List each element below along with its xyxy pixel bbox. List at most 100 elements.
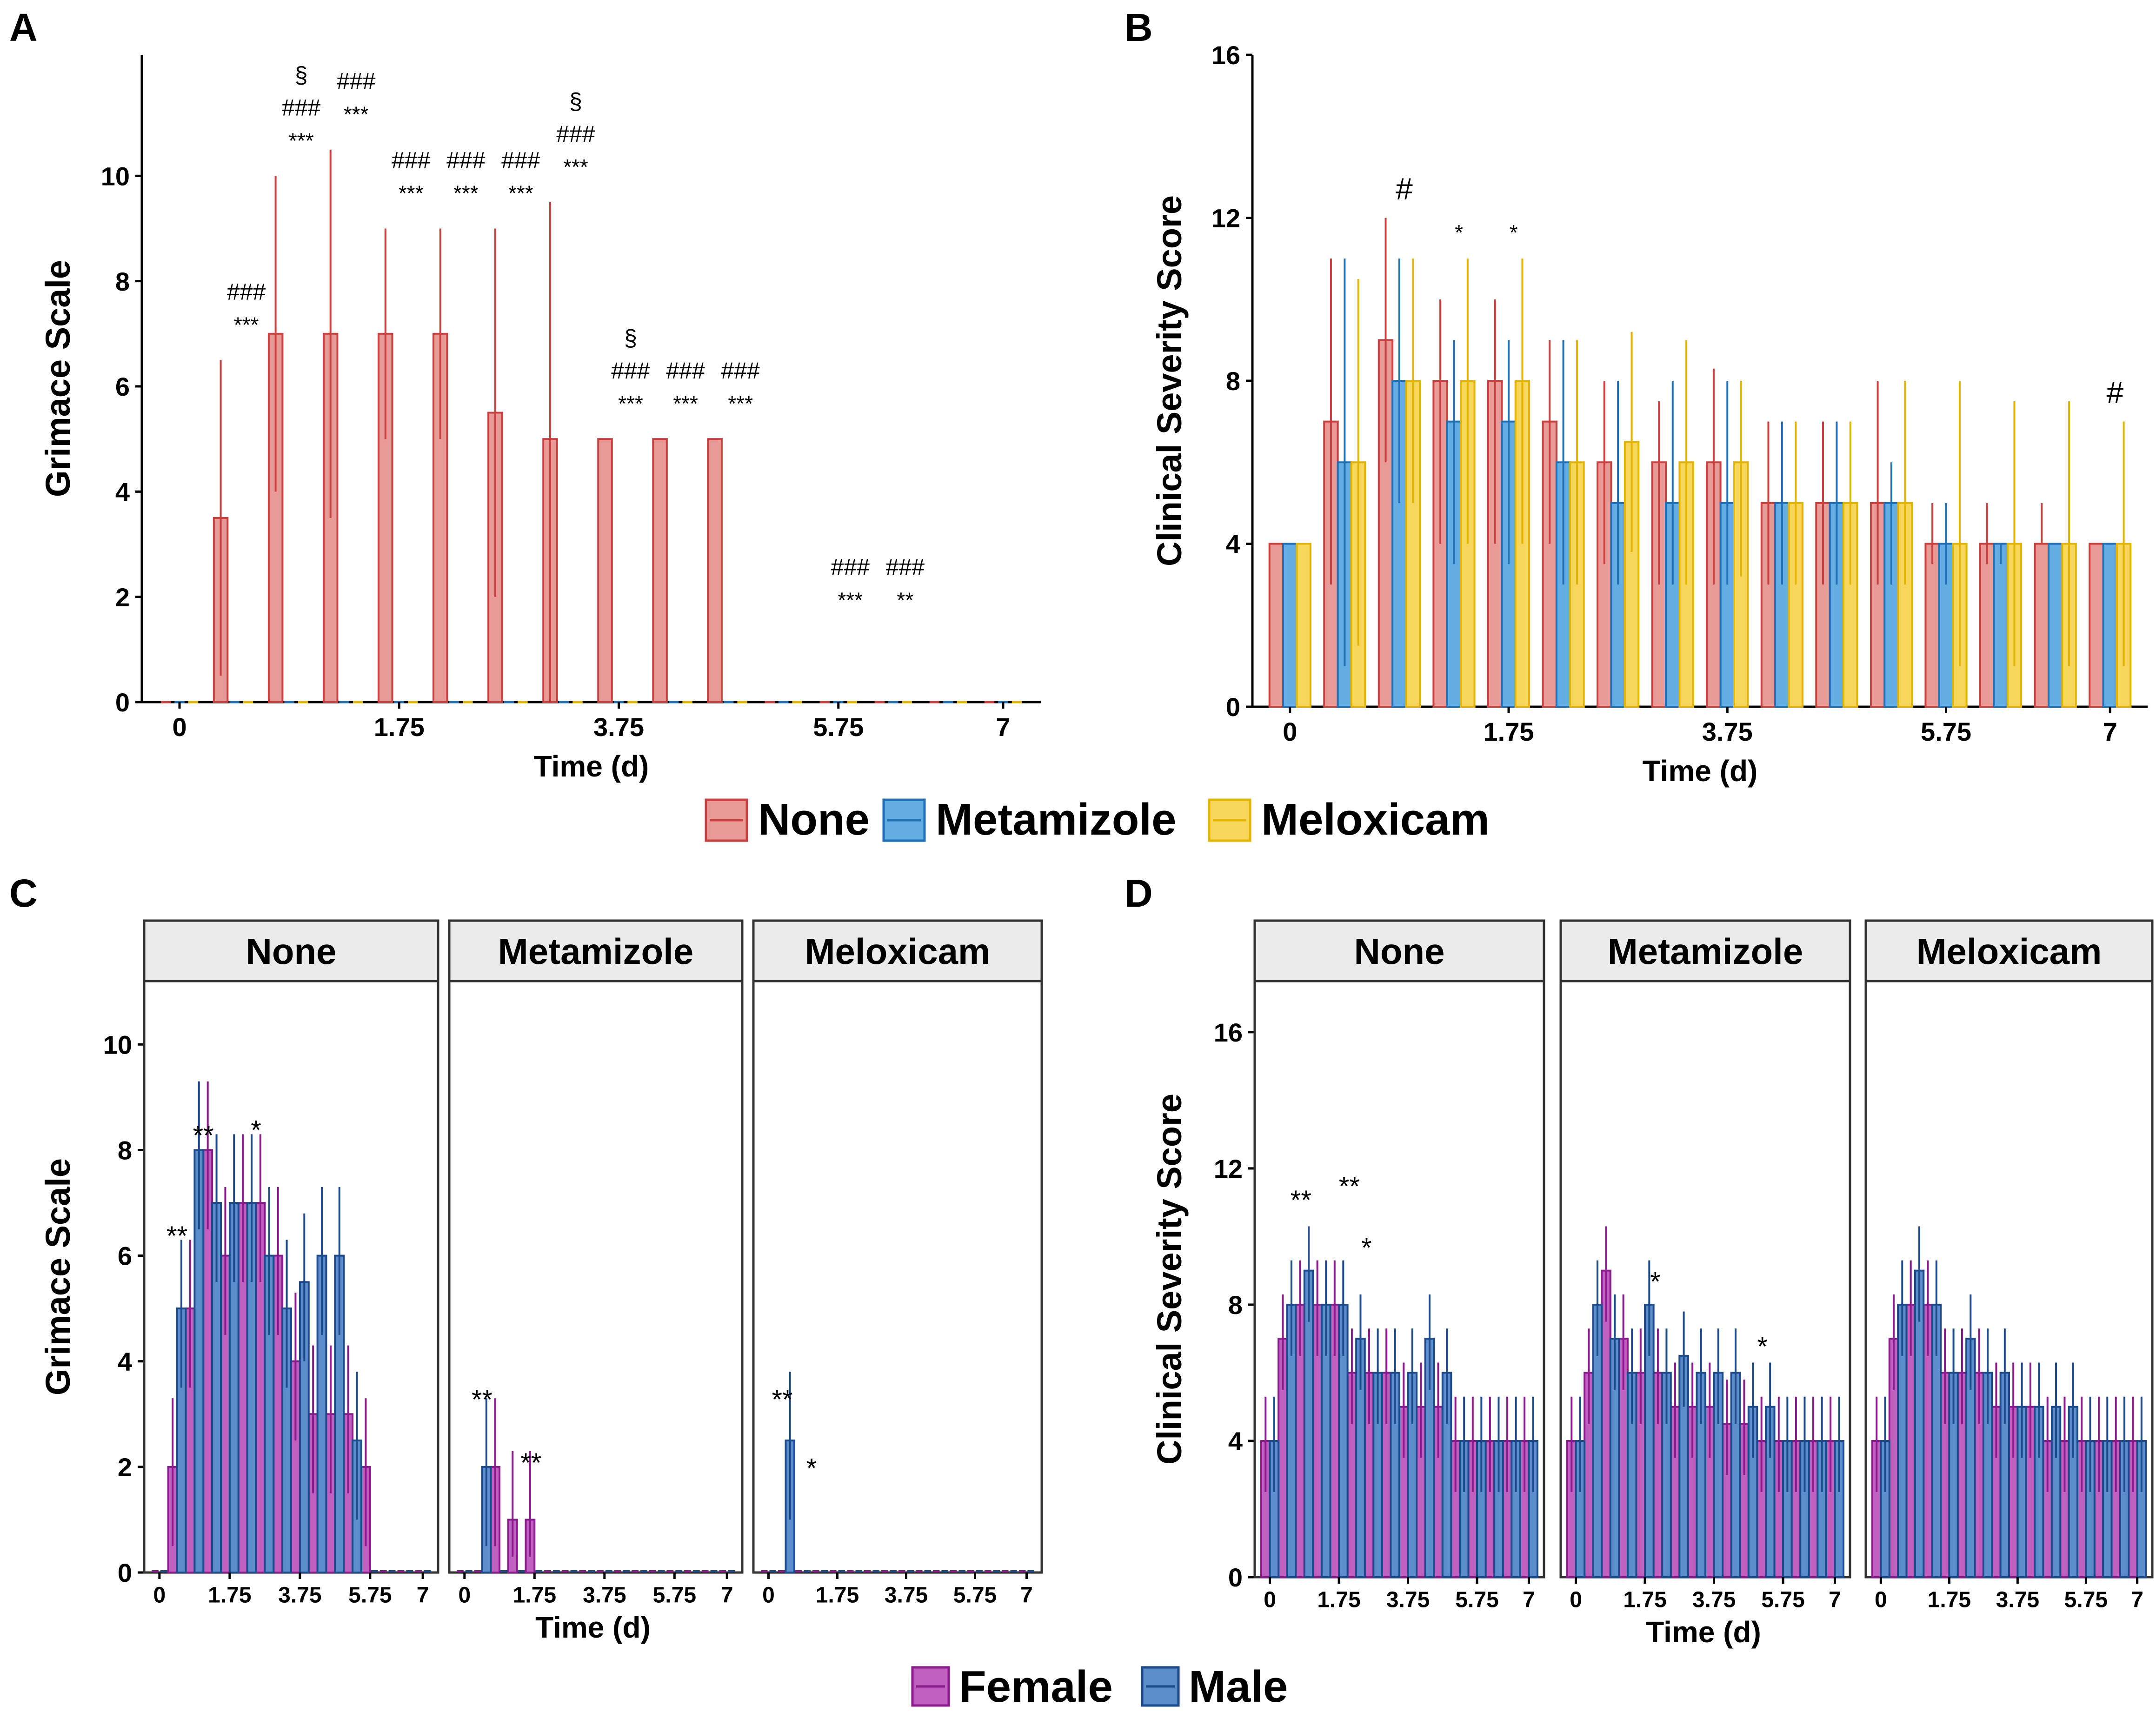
y-tick-label: 16 (1211, 40, 1240, 70)
y-tick-label: 10 (101, 161, 130, 191)
bar-none-0 (1268, 543, 1284, 708)
bar-none-9 (652, 438, 668, 703)
legend-label-none: None (758, 795, 870, 844)
bar-meloxicam-0 (1296, 543, 1311, 708)
significance-annotation: * (1455, 220, 1463, 245)
legend-label-metamizole: Metamizole (936, 795, 1176, 844)
x-tick-label: 5.75 (348, 1583, 392, 1607)
x-tick-label: 1.75 (513, 1583, 556, 1607)
significance-annotation: ### (611, 358, 650, 384)
significance-annotation: § (295, 62, 308, 88)
significance-annotation: ### (501, 147, 540, 173)
significance-annotation: * (1361, 1233, 1372, 1263)
facet-strip-label: None (1354, 931, 1445, 972)
bar-none-15 (2089, 543, 2104, 708)
x-tick-label: 3.75 (885, 1583, 928, 1607)
x-tick-label: 7 (996, 712, 1010, 742)
bar-none-5 (1542, 420, 1557, 708)
x-tick-label: 3.75 (1996, 1587, 2039, 1612)
facet-frame (448, 980, 744, 1574)
x-axis-title: Time (d) (1646, 1615, 1761, 1649)
x-tick-label: 1.75 (208, 1583, 251, 1607)
x-tick-label: 0 (1875, 1587, 1887, 1612)
x-tick-label: 0 (1264, 1587, 1276, 1612)
x-tick-label: 5.75 (653, 1583, 696, 1607)
y-tick-label: 12 (1211, 204, 1240, 233)
x-tick-label: 5.75 (1921, 717, 1971, 746)
significance-annotation: ** (897, 588, 913, 612)
bar-metamizole-14 (2047, 543, 2063, 708)
significance-annotation: § (569, 88, 582, 114)
significance-annotation: § (624, 325, 637, 351)
x-tick-label: 1.75 (1928, 1587, 1971, 1612)
y-axis-title: Grimace Scale (39, 260, 77, 497)
x-tick-label: 7 (721, 1583, 733, 1607)
x-tick-label: 7 (1829, 1587, 1841, 1612)
x-tick-label: 5.75 (813, 712, 864, 742)
x-tick-label: 1.75 (374, 712, 425, 742)
significance-annotation: ** (520, 1448, 541, 1478)
x-tick-label: 5.75 (1455, 1587, 1498, 1612)
y-tick-label: 0 (115, 688, 130, 717)
facet-strip (1253, 919, 1545, 982)
y-tick-label: 4 (115, 477, 130, 506)
x-tick-label: 0 (762, 1583, 775, 1607)
panel-c: C 0 2 4 6 8 10 Grimace Scale Time (d) None 0 1.75 3.… (9, 871, 1043, 1644)
facet-metamizole: Metamizole 0 1.75 3.75 5.75 7 * * (1559, 919, 1851, 1612)
x-tick-label: 3.75 (278, 1583, 321, 1607)
significance-annotation: ** (193, 1121, 214, 1151)
facet-strip-label: Meloxicam (805, 931, 991, 972)
panel-d: D 0 4 8 12 16 Clinical Severity Score Time (d) N… (1125, 871, 2154, 1649)
y-tick-label: 0 (1228, 1563, 1243, 1592)
facet-strip (752, 919, 1043, 982)
facet-strip-label: Metamizole (498, 931, 693, 972)
bar-none-10 (707, 438, 723, 703)
x-axis-title: Time (d) (534, 750, 649, 783)
significance-annotation: *** (289, 128, 314, 153)
facet-strip-label: Meloxicam (1916, 931, 2102, 972)
bar-none-8 (597, 438, 613, 703)
x-tick-label: 1.75 (1623, 1587, 1666, 1612)
x-tick-label: 5.75 (2064, 1587, 2108, 1612)
facet-metamizole: Metamizole 0 1.75 3.75 5.75 7 ** ** (448, 919, 744, 1607)
panel-letter: A (9, 6, 38, 49)
facet-strip-label: Metamizole (1608, 931, 1803, 972)
significance-annotation: # (2106, 375, 2123, 410)
y-tick-label: 8 (118, 1136, 132, 1165)
facet-meloxicam: Meloxicam 0 1.75 3.75 5.75 7 (1864, 919, 2154, 1612)
panel-a: A 0 2 4 6 8 10 Grimace Scale Time (d) 0 1.75 3.75 5.… (9, 6, 1041, 783)
y-tick-label: 16 (1214, 1018, 1243, 1047)
x-tick-label: 7 (1020, 1583, 1033, 1607)
y-tick-label: 12 (1214, 1154, 1243, 1183)
significance-annotation: ### (282, 94, 321, 120)
significance-annotation: *** (453, 181, 479, 205)
y-axis-title: Clinical Severity Score (1150, 195, 1189, 566)
panel-b: B 0 4 8 12 16 Clinical Severity Score Time (d) 0… (1125, 6, 2148, 788)
y-tick-label: 8 (1226, 366, 1240, 396)
y-tick-label: 4 (118, 1347, 132, 1376)
legend-sex: Female Male (911, 1662, 1288, 1712)
panel-letter: D (1125, 871, 1153, 915)
y-tick-label: 4 (1228, 1427, 1243, 1456)
significance-annotation: ### (721, 358, 760, 384)
significance-annotation: *** (673, 392, 698, 416)
significance-annotation: * (251, 1115, 261, 1146)
significance-annotation: * (1510, 220, 1518, 245)
significance-annotation: *** (728, 392, 753, 416)
bar-metamizole-15 (2102, 543, 2118, 708)
significance-annotation: *** (508, 181, 533, 205)
x-tick-label: 7 (2103, 717, 2117, 746)
y-tick-label: 0 (118, 1558, 132, 1587)
x-tick-label: 0 (1570, 1587, 1582, 1612)
x-tick-label: 0 (1283, 717, 1297, 746)
significance-annotation: ### (392, 147, 431, 173)
legend-item-meloxicam: Meloxicam (1208, 795, 1490, 844)
x-tick-label: 5.75 (953, 1583, 997, 1607)
significance-annotation: *** (234, 312, 259, 337)
significance-annotation: ** (166, 1221, 187, 1251)
significance-annotation: *** (399, 181, 424, 205)
x-tick-label: 0 (172, 712, 186, 742)
legend-item-male: Male (1141, 1662, 1288, 1712)
